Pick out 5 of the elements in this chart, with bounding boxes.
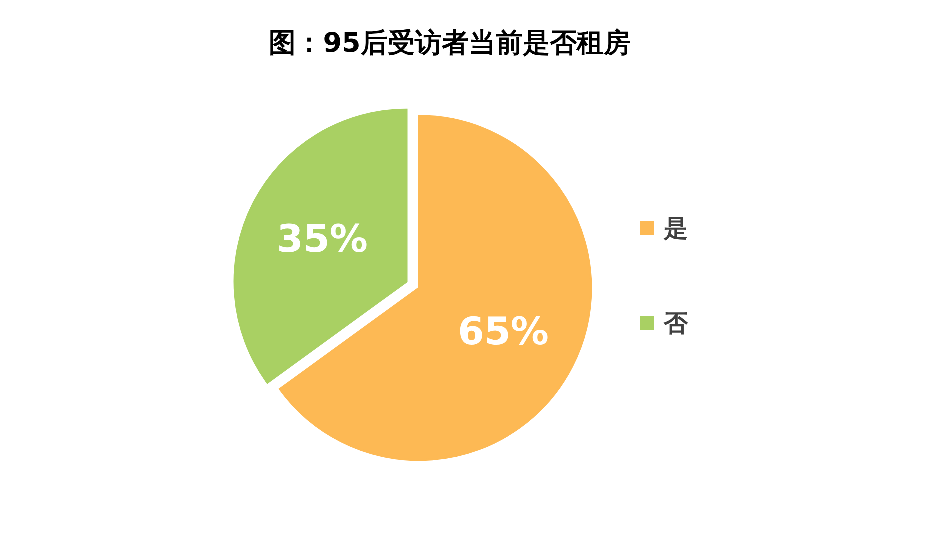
data-label: 65% [458, 309, 550, 354]
legend-label: 否 [663, 309, 689, 338]
chart-title: 图：95后受访者当前是否租房 [269, 28, 631, 59]
data-label: 35% [276, 217, 368, 262]
legend-label: 是 [663, 214, 688, 242]
